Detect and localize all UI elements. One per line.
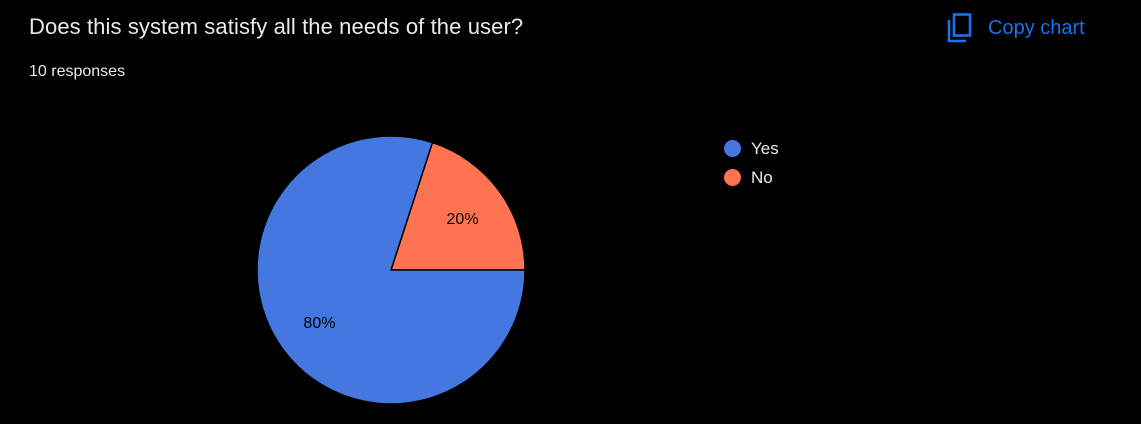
legend-label-yes: Yes [751,138,779,158]
legend-swatch-no [724,169,741,186]
copy-chart-button[interactable]: Copy chart [940,8,1095,48]
legend-swatch-yes [724,140,741,157]
legend: Yes No [724,134,779,192]
copy-icon [946,12,974,44]
legend-item-no[interactable]: No [724,163,779,192]
pie-label-no: 20% [447,211,479,228]
pie-label-yes: 80% [303,315,335,332]
pie-slice-yes[interactable] [256,135,526,405]
legend-label-no: No [751,167,773,187]
copy-chart-label: Copy chart [988,16,1085,39]
pie-slice-no[interactable] [389,141,526,271]
legend-item-yes[interactable]: Yes [724,134,779,163]
question-title: Does this system satisfy all the needs o… [29,14,524,39]
response-count: 10 responses [29,63,126,80]
